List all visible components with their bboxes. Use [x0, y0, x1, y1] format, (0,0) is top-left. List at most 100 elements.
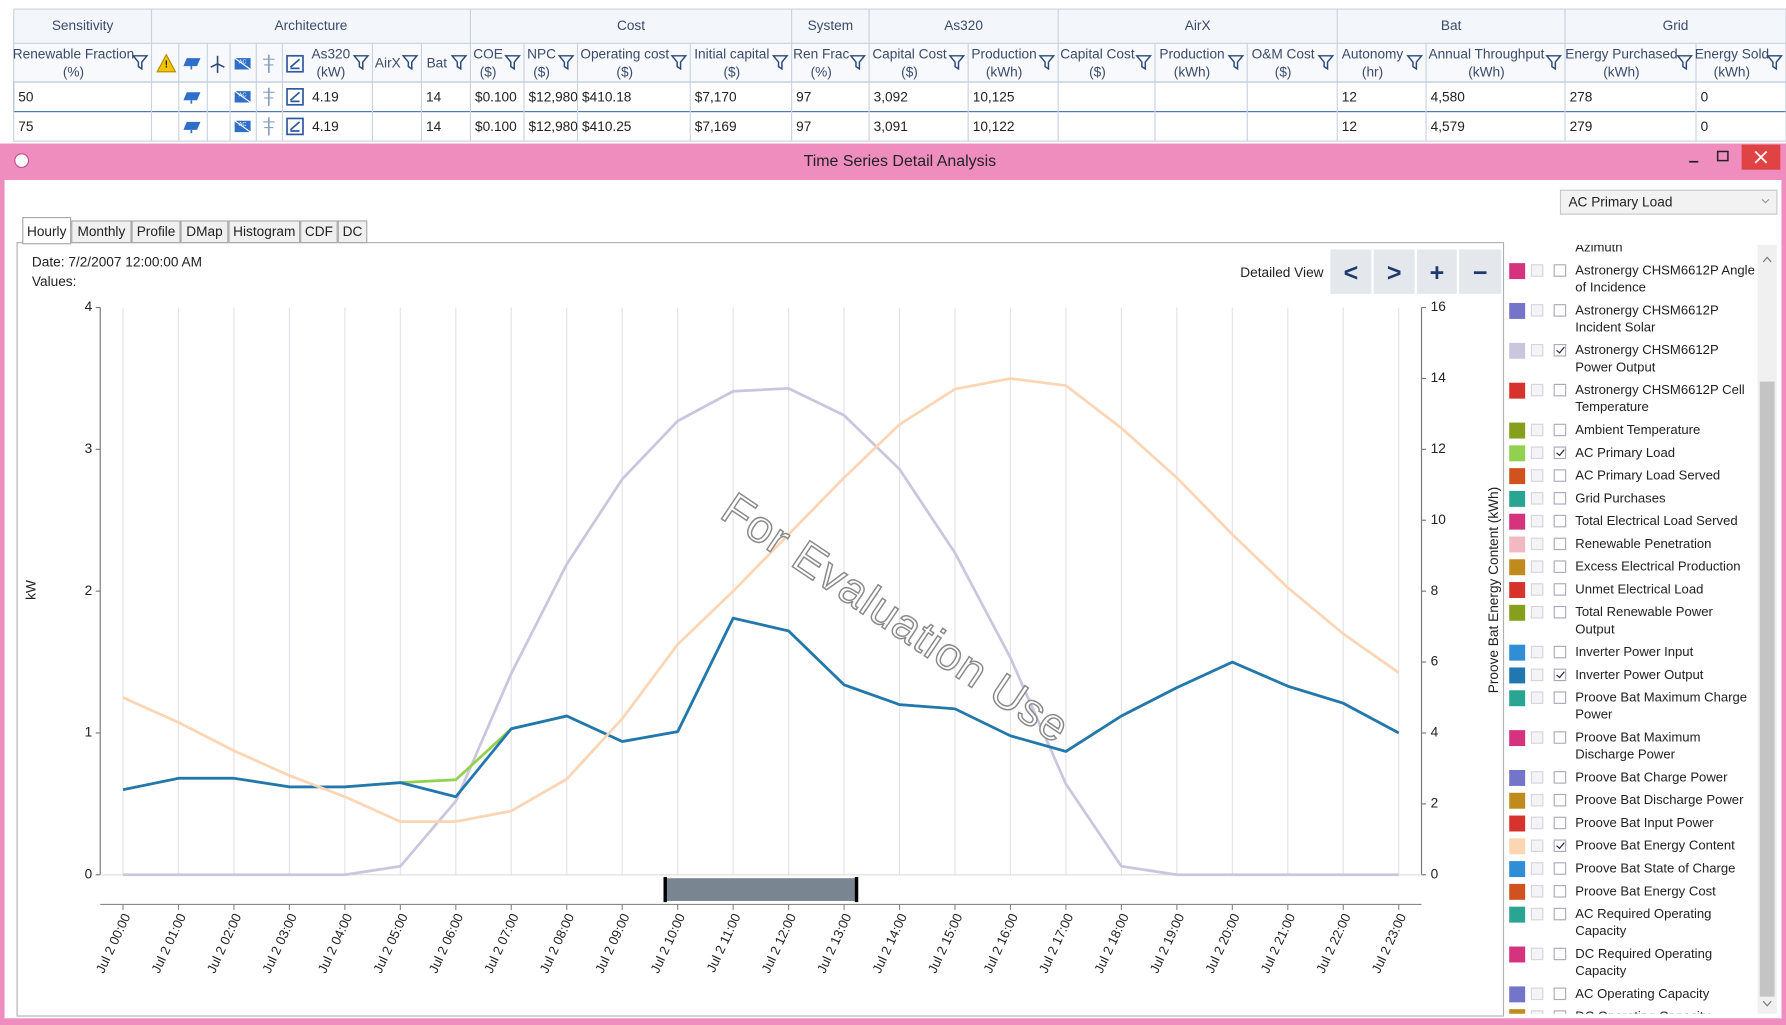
legend-axis-checkbox[interactable]	[1530, 491, 1544, 505]
legend-checkbox[interactable]	[1553, 730, 1567, 744]
legend-checkbox[interactable]	[1553, 343, 1567, 356]
table-cell: 4,580	[1431, 90, 1466, 105]
legend-checkbox[interactable]	[1553, 770, 1567, 784]
tab[interactable]	[22, 216, 72, 245]
range-thumb[interactable]	[664, 878, 858, 901]
legend-axis-checkbox[interactable]	[1530, 645, 1544, 658]
table-cell: 4.19	[312, 119, 339, 134]
legend-checkbox[interactable]	[1553, 645, 1567, 658]
legend-item: Unmet Electrical Load	[1504, 579, 1758, 602]
legend-axis-checkbox[interactable]	[1530, 861, 1544, 875]
tab[interactable]	[131, 220, 181, 244]
legend-scrollbar[interactable]	[1757, 244, 1777, 1014]
legend-axis-checkbox[interactable]	[1530, 514, 1544, 527]
table-row-selected[interactable]	[13, 81, 1786, 113]
legend-checkbox[interactable]	[1553, 445, 1567, 459]
legend-axis-checkbox[interactable]	[1530, 559, 1544, 573]
legend-swatch	[1509, 883, 1526, 900]
legend-checkbox[interactable]	[1553, 559, 1567, 573]
legend-swatch	[1509, 445, 1526, 462]
legend-checkbox[interactable]	[1553, 383, 1567, 396]
legend-item: Proove Bat Maximum Charge Power	[1504, 687, 1758, 727]
legend-axis-checkbox[interactable]	[1530, 582, 1544, 596]
legend-checkbox[interactable]	[1553, 838, 1567, 852]
legend-checkbox[interactable]	[1553, 263, 1567, 277]
legend-axis-checkbox[interactable]	[1530, 537, 1544, 550]
tab[interactable]	[71, 220, 132, 244]
legend-checkbox[interactable]	[1553, 537, 1567, 550]
legend-checkbox[interactable]	[1553, 605, 1567, 618]
legend-checkbox[interactable]	[1553, 816, 1567, 829]
legend-axis-checkbox[interactable]	[1530, 986, 1544, 1000]
legend-swatch	[1509, 690, 1526, 707]
legend-axis-checkbox[interactable]	[1530, 263, 1544, 277]
legend-checkbox[interactable]	[1553, 668, 1567, 681]
legend-axis-checkbox[interactable]	[1530, 343, 1544, 356]
series-dropdown[interactable]: AC Primary Load	[1559, 189, 1778, 215]
legend-item: Ambient Temperature	[1504, 419, 1758, 442]
legend-item: AC Operating Capacity	[1504, 983, 1758, 1006]
legend-axis-checkbox[interactable]	[1530, 947, 1544, 960]
legend-swatch	[1509, 861, 1526, 878]
legend-axis-checkbox[interactable]	[1530, 1009, 1544, 1014]
nav-button[interactable]	[1416, 249, 1457, 294]
legend-axis-checkbox[interactable]	[1530, 838, 1544, 852]
legend-axis-checkbox[interactable]	[1530, 445, 1544, 459]
legend-axis-checkbox[interactable]	[1530, 816, 1544, 829]
table-cell: $410.18	[582, 90, 631, 105]
column-header: NPC	[527, 46, 556, 61]
legend-checkbox[interactable]	[1553, 690, 1567, 704]
nav-button[interactable]	[1330, 249, 1372, 294]
maximize-button[interactable]	[1716, 150, 1729, 162]
legend-checkbox[interactable]	[1553, 884, 1567, 897]
legend-axis-checkbox[interactable]	[1530, 383, 1544, 396]
legend-axis-checkbox[interactable]	[1530, 884, 1544, 897]
legend-checkbox[interactable]	[1553, 1009, 1567, 1014]
nav-button[interactable]	[1373, 249, 1415, 294]
legend-checkbox[interactable]	[1553, 793, 1567, 806]
y2-tick-label: 4	[1431, 725, 1439, 740]
legend-checkbox[interactable]	[1553, 491, 1567, 505]
column-unit: (kW)	[316, 65, 345, 80]
legend-checkbox[interactable]	[1553, 303, 1567, 317]
legend-checkbox[interactable]	[1553, 582, 1567, 596]
tab-label: DMap	[186, 224, 223, 239]
table-cell: 14	[426, 119, 442, 134]
legend-checkbox[interactable]	[1553, 947, 1567, 960]
tab[interactable]	[228, 220, 301, 244]
tab[interactable]	[337, 220, 368, 244]
legend-axis-checkbox[interactable]	[1530, 423, 1544, 436]
legend-checkbox[interactable]	[1553, 423, 1567, 436]
legend-swatch	[1509, 342, 1526, 359]
tab[interactable]	[180, 220, 229, 244]
legend-label: Renewable Penetration	[1575, 537, 1712, 551]
legend-axis-checkbox[interactable]	[1530, 730, 1544, 744]
table-cell: $12,980	[529, 119, 579, 134]
legend-axis-checkbox[interactable]	[1530, 605, 1544, 618]
legend-panel: Azimuth Astronergy CHSM6612P Angle of Inc…	[1504, 245, 1758, 1014]
close-button[interactable]	[1741, 144, 1781, 170]
tab-label: Monthly	[77, 224, 125, 239]
legend-axis-checkbox[interactable]	[1530, 770, 1544, 784]
column-header: Production	[1159, 46, 1224, 61]
nav-button[interactable]	[1459, 249, 1502, 294]
legend-checkbox[interactable]	[1553, 986, 1567, 1000]
legend-label: Astronergy CHSM6612P Angle of Incidence	[1575, 263, 1755, 295]
legend-checkbox[interactable]	[1553, 468, 1567, 482]
legend-axis-checkbox[interactable]	[1530, 793, 1544, 806]
tab[interactable]	[300, 220, 338, 244]
legend-item: Astronergy CHSM6612P Angle of Incidence	[1504, 260, 1758, 300]
legend-swatch	[1509, 604, 1526, 621]
legend-axis-checkbox[interactable]	[1530, 303, 1544, 317]
legend-axis-checkbox[interactable]	[1530, 690, 1544, 704]
legend-swatch	[1509, 513, 1526, 530]
group-header: System	[808, 18, 854, 33]
legend-label: Ambient Temperature	[1575, 423, 1701, 437]
legend-axis-checkbox[interactable]	[1530, 468, 1544, 482]
legend-checkbox[interactable]	[1553, 907, 1567, 920]
legend-checkbox[interactable]	[1553, 861, 1567, 875]
legend-axis-checkbox[interactable]	[1530, 907, 1544, 920]
legend-checkbox[interactable]	[1553, 514, 1567, 527]
legend-axis-checkbox[interactable]	[1530, 668, 1544, 681]
